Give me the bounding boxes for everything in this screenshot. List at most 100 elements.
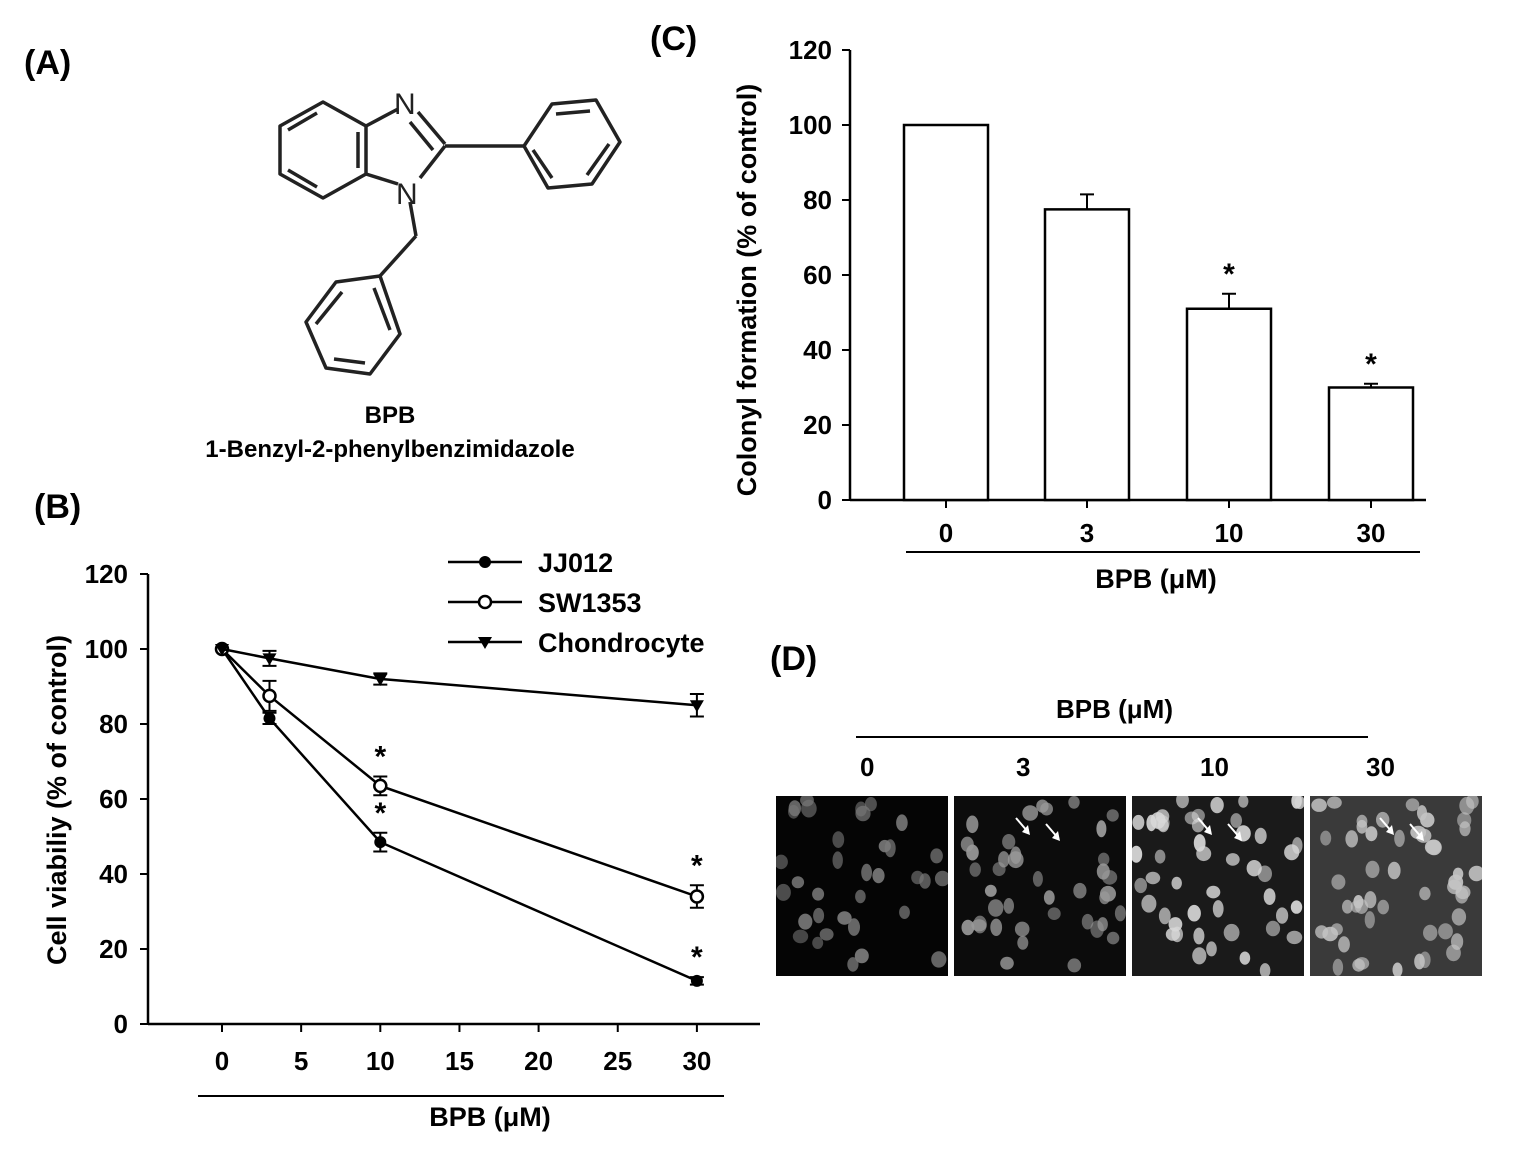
- compound-name: 1-Benzyl-2-phenylbenzimidazole: [205, 436, 575, 463]
- data-point-chondrocyte: [262, 653, 277, 666]
- cell-nucleus: [847, 957, 859, 972]
- x-tick-label: 15: [445, 1046, 474, 1076]
- legend-marker-chondrocyte: [478, 637, 492, 649]
- cell-nucleus: [1187, 904, 1201, 922]
- legend-label-chondrocyte: Chondrocyte: [538, 628, 705, 658]
- cell-nucleus: [1254, 827, 1267, 844]
- arrow-icon: [1022, 825, 1030, 835]
- y-tick-label: 80: [99, 709, 128, 739]
- cell-nucleus: [984, 884, 997, 897]
- compound-abbreviation: BPB: [364, 402, 416, 429]
- cell-nucleus: [837, 911, 852, 925]
- cell-nucleus: [1168, 917, 1183, 932]
- x-tick-label: 20: [524, 1046, 553, 1076]
- cell-nucleus: [1457, 812, 1472, 829]
- micrograph-30-uM: [1310, 796, 1482, 976]
- micrograph-0-uM: [776, 796, 948, 976]
- significance-marker: *: [691, 941, 703, 974]
- cell-nucleus: [1455, 885, 1471, 900]
- cell-nucleus: [1377, 899, 1389, 915]
- cell-nucleus: [1364, 911, 1375, 929]
- panel-label-d: (D): [770, 640, 818, 678]
- cell-nucleus: [1223, 923, 1240, 942]
- bar-3: [1043, 208, 1131, 502]
- cell-nucleus: [1225, 853, 1240, 866]
- cell-nucleus: [1417, 805, 1427, 821]
- micrograph-label-3: 3: [1016, 752, 1031, 782]
- micrograph-label-30: 30: [1366, 752, 1395, 782]
- cell-nucleus: [1032, 871, 1043, 887]
- cell-nucleus: [1292, 837, 1303, 854]
- data-point-chondrocyte: [215, 644, 229, 656]
- y-axis-label: Cell viabiliy (% of control): [42, 635, 72, 965]
- cell-nucleus: [1414, 953, 1425, 970]
- cell-nucleus: [1098, 852, 1110, 866]
- cell-nucleus: [812, 887, 825, 901]
- cell-nucleus: [1145, 871, 1161, 885]
- cell-nucleus: [973, 915, 987, 934]
- legend-label-jj012: JJ012: [538, 548, 613, 578]
- cell-nucleus: [1106, 809, 1119, 822]
- cell-nucleus: [1132, 845, 1143, 863]
- cell-nucleus: [1154, 849, 1166, 864]
- cell-nucleus: [896, 814, 908, 831]
- data-point-chondrocyte: [689, 700, 704, 713]
- cell-nucleus: [776, 883, 791, 901]
- x-tick-label: 0: [939, 518, 953, 548]
- cell-nucleus: [1342, 899, 1353, 914]
- cell-nucleus: [1206, 941, 1217, 957]
- atom-label-n-bottom: N: [396, 178, 418, 211]
- y-tick-label: 120: [85, 559, 128, 589]
- cell-nucleus: [990, 918, 1003, 936]
- cell-nucleus: [864, 797, 877, 812]
- cell-nucleus: [1154, 815, 1170, 831]
- micrograph-background: [776, 796, 948, 976]
- x-tick-label: 30: [1357, 518, 1386, 548]
- cell-nucleus: [1276, 907, 1289, 924]
- cell-nucleus: [1424, 839, 1441, 855]
- cell-nucleus: [1365, 860, 1380, 878]
- cell-nucleus: [1003, 898, 1014, 914]
- cell-nucleus: [1330, 923, 1343, 936]
- cell-nucleus: [1014, 921, 1030, 937]
- cell-nucleus: [911, 870, 924, 885]
- legend-marker-jj012: [479, 556, 491, 568]
- cell-nucleus: [1446, 944, 1461, 962]
- y-tick-label: 80: [803, 185, 832, 215]
- data-point-chondrocyte: [373, 674, 388, 686]
- y-tick-label: 120: [789, 35, 832, 65]
- y-tick-label: 40: [99, 859, 128, 889]
- cell-nucleus: [1132, 814, 1145, 830]
- cell-nucleus: [1392, 962, 1403, 976]
- cell-nucleus: [1451, 908, 1467, 926]
- cell-nucleus: [813, 907, 825, 924]
- cell-nucleus: [1356, 819, 1368, 834]
- significance-marker: *: [691, 849, 703, 882]
- y-tick-label: 100: [85, 634, 128, 664]
- cell-nucleus: [819, 928, 834, 941]
- cell-nucleus: [1206, 885, 1221, 899]
- cell-nucleus: [1096, 820, 1107, 838]
- cell-nucleus: [1073, 882, 1087, 899]
- bar-0: [902, 123, 990, 502]
- x-tick-label: 25: [603, 1046, 632, 1076]
- cell-nucleus: [1263, 888, 1276, 905]
- bar-10: [1185, 307, 1273, 502]
- cell-nucleus: [832, 851, 843, 869]
- cell-nucleus: [988, 899, 1004, 917]
- data-point-jj012: [690, 974, 703, 987]
- cell-nucleus: [1134, 877, 1147, 894]
- data-point-sw1353: [689, 889, 705, 904]
- cell-nucleus: [1345, 830, 1358, 848]
- benzo-ring: [278, 100, 368, 200]
- cell-nucleus: [1468, 865, 1482, 882]
- cell-nucleus: [1090, 920, 1104, 938]
- cell-nucleus: [1352, 958, 1365, 972]
- series-line-jj012: [220, 648, 698, 983]
- cell-nucleus: [1047, 907, 1061, 920]
- series-line-sw1353: [221, 648, 698, 898]
- arrow-icon: [1052, 831, 1060, 841]
- colony-formation-bar-chart: Colonyl formation (% of control) BPB (μM…: [732, 35, 1426, 594]
- cell-nucleus: [931, 951, 947, 968]
- x-axis-label: BPB (μM): [429, 1102, 551, 1132]
